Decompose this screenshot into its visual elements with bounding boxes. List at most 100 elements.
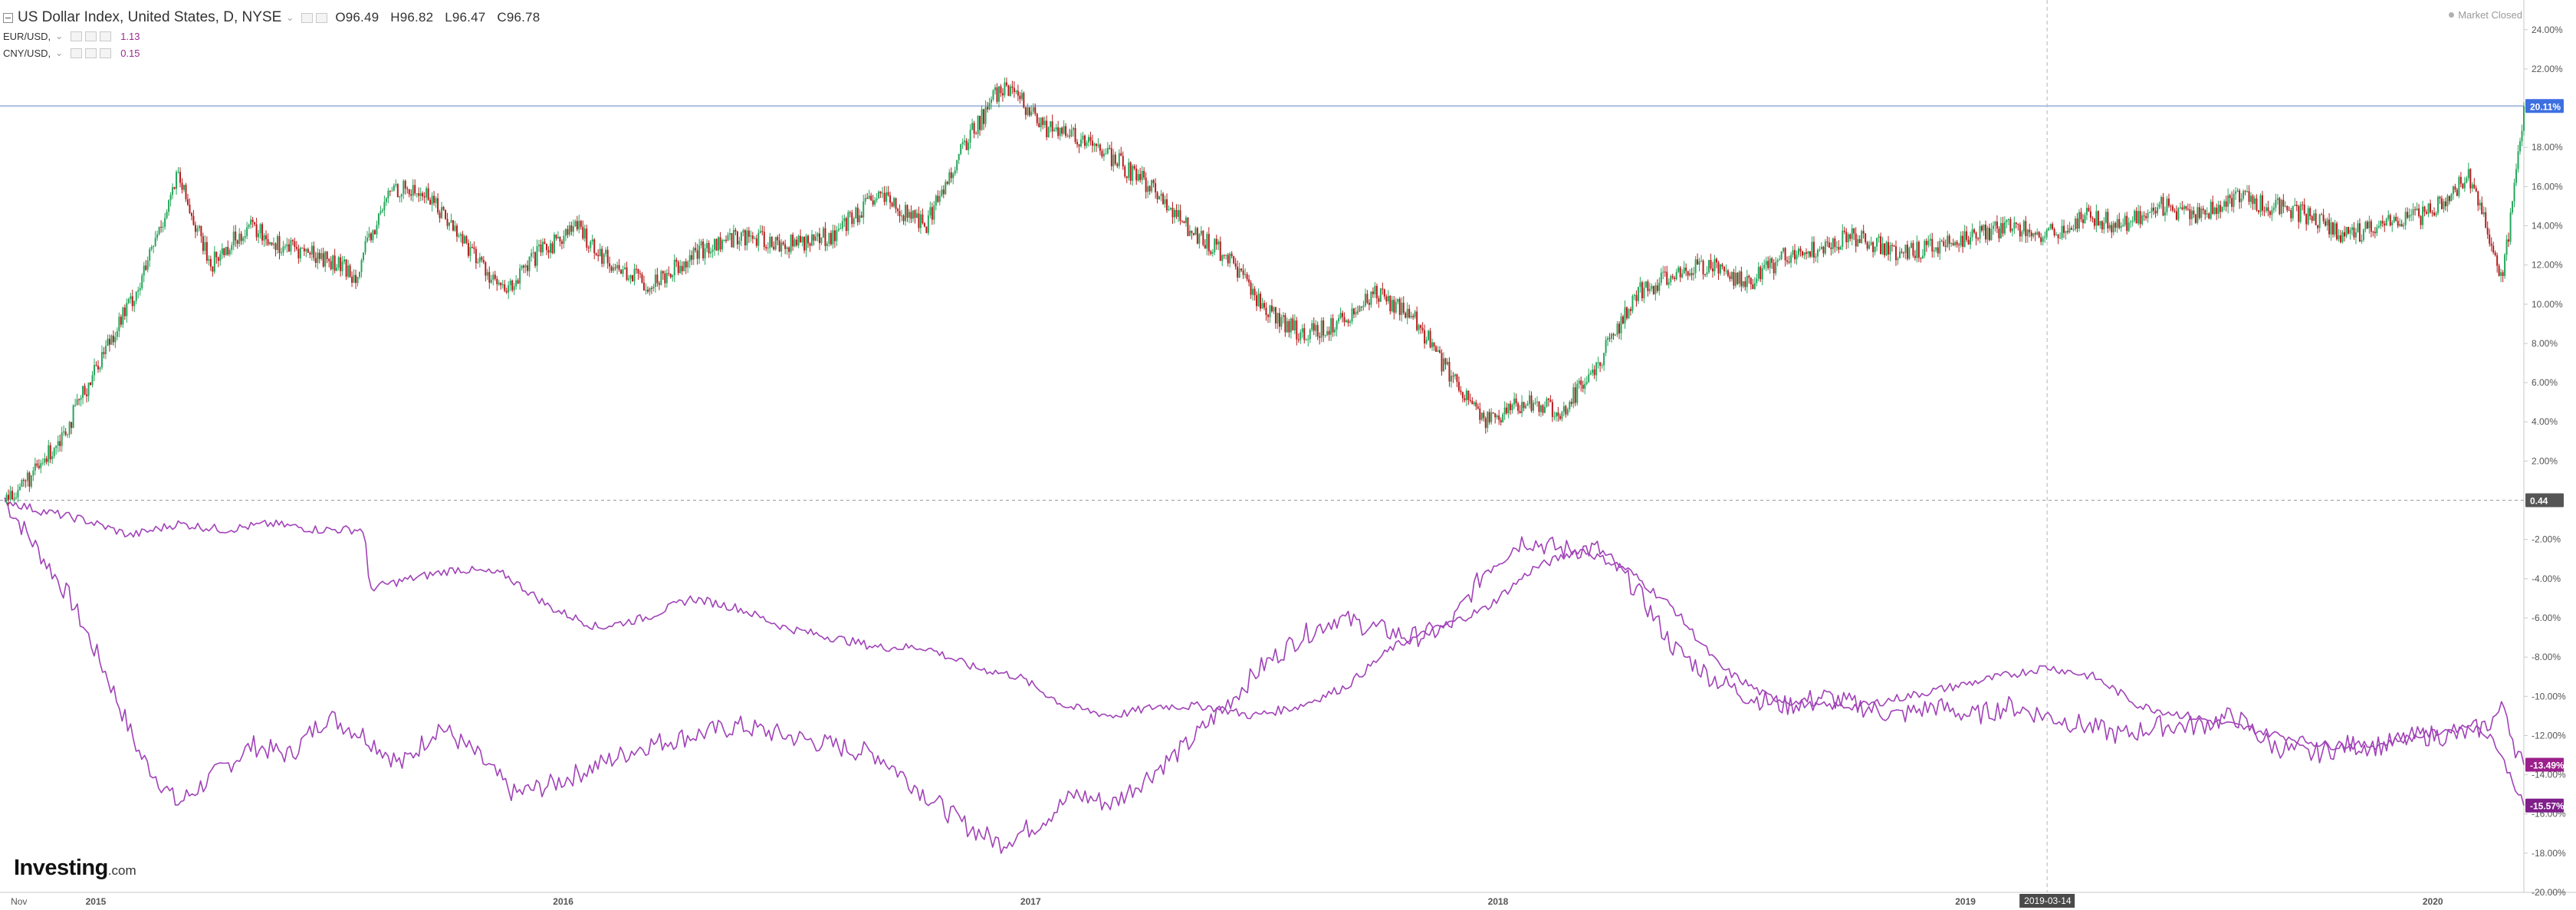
cnyusd-settings-icon[interactable] — [85, 48, 97, 58]
dxy-candle-body — [505, 291, 508, 293]
dxy-candle-body — [1370, 291, 1372, 305]
dxy-candle-body — [757, 232, 760, 246]
dxy-candle-body — [2112, 222, 2114, 233]
dxy-candle-body — [1093, 143, 1096, 146]
dxy-candle-body — [265, 235, 268, 240]
zero-badge-label: 0.44 — [2530, 496, 2548, 507]
dxy-candle-body — [2423, 206, 2426, 212]
dxy-candle-body — [2217, 205, 2220, 214]
dxy-candle-body — [1263, 303, 1265, 308]
dxy-candle-body — [1309, 330, 1311, 340]
dxy-candle-body — [376, 225, 378, 235]
settings-square-icon[interactable] — [316, 12, 328, 23]
dxy-candle-body — [2500, 272, 2502, 276]
dxy-candle-body — [1196, 228, 1198, 244]
dxy-candle-body — [1234, 263, 1237, 267]
dxy-candle-body — [1412, 316, 1414, 317]
dxy-candle-body — [1248, 279, 1250, 283]
dxy-candle-body — [2284, 205, 2286, 207]
dxy-candle-body — [1637, 287, 1639, 301]
dxy-candle-body — [826, 243, 828, 246]
dxy-candle-body — [814, 236, 816, 241]
dxy-candle-body — [2496, 255, 2499, 266]
y-tick-label: 18.00% — [2532, 142, 2563, 153]
dxy-candle-body — [1668, 282, 1670, 285]
dxy-candle-body — [2061, 225, 2063, 238]
eurusd-remove-icon[interactable] — [100, 31, 112, 41]
dxy-candle-body — [2189, 209, 2191, 219]
cnyusd-eye-icon[interactable] — [71, 48, 83, 58]
dxy-candle-body — [2299, 204, 2302, 222]
dxy-candle-body — [1425, 340, 1428, 344]
dxy-candle-body — [1986, 228, 1989, 240]
eurusd-eye-icon[interactable] — [71, 31, 83, 41]
dxy-candle-body — [878, 191, 880, 199]
dxy-candle-body — [2126, 215, 2128, 232]
cnyusd-menu-caret-icon[interactable]: ⌄ — [55, 48, 64, 58]
dxy-candle-body — [2381, 221, 2384, 224]
dxy-candle-body — [593, 239, 596, 254]
dxy-candle-body — [1620, 316, 1622, 333]
dxy-candle-body — [816, 233, 819, 237]
dxy-candle-body — [1656, 285, 1658, 291]
dxy-candle-body — [1461, 392, 1464, 399]
dxy-candle-body — [969, 130, 971, 143]
dxy-candle-body — [1691, 273, 1693, 275]
dxy-candle-body — [2170, 205, 2172, 207]
dxy-candle-body — [1265, 307, 1267, 315]
dxy-candle-body — [2044, 236, 2046, 238]
dxy-candle-body — [1931, 238, 1934, 252]
dxy-candle-body — [2080, 212, 2082, 220]
dxy-candle-body — [2519, 141, 2522, 152]
dxy-candle-body — [1830, 247, 1832, 249]
dxy-candle-body — [1237, 266, 1239, 278]
dxy-candle-body — [427, 188, 429, 200]
dxy-candle-body — [208, 258, 210, 261]
eye-toggle-icon[interactable] — [301, 12, 314, 23]
dxy-candle-body — [557, 237, 559, 239]
dxy-candle-body — [1040, 117, 1042, 127]
high-value: H96.82 — [390, 10, 434, 25]
dxy-candle-body — [824, 228, 826, 246]
collapse-legend-icon[interactable] — [3, 12, 13, 23]
cnyusd-remove-icon[interactable] — [100, 48, 112, 58]
dxy-candle-body — [236, 240, 238, 245]
dxy-candle-body — [1393, 300, 1395, 313]
dxy-candle-body — [1118, 153, 1120, 166]
dxy-candle-body — [2490, 243, 2492, 246]
dxy-candle-body — [1429, 330, 1431, 348]
dxy-candle-body — [711, 249, 714, 252]
dxy-candle-body — [687, 261, 689, 268]
eurusd-settings-icon[interactable] — [85, 31, 97, 41]
dxy-candle-body — [1588, 374, 1590, 383]
main-symbol-title[interactable]: US Dollar Index, United States, D, NYSE — [18, 9, 282, 25]
dxy-candle-body — [1960, 235, 1962, 246]
dxy-candle-body — [5, 494, 8, 501]
cnyusd-symbol[interactable]: CNY/USD, — [3, 47, 51, 59]
dxy-candle-body — [1979, 225, 1981, 239]
dxy-candle-body — [870, 195, 872, 201]
dxy-candle-body — [1320, 320, 1322, 338]
symbol-menu-caret-icon[interactable]: ⌄ — [286, 12, 294, 23]
dxy-candle-body — [396, 184, 399, 198]
dxy-candle-body — [1343, 317, 1346, 323]
dxy-candle-body — [1494, 413, 1497, 418]
dxy-candle-body — [1858, 239, 1861, 243]
dxy-candle-body — [1664, 271, 1666, 273]
eurusd-symbol[interactable]: EUR/USD, — [3, 30, 51, 42]
eurusd-menu-caret-icon[interactable]: ⌄ — [55, 31, 64, 41]
dxy-candle-body — [975, 133, 978, 135]
dxy-candle-body — [71, 422, 73, 429]
dxy-candle-body — [1158, 195, 1161, 199]
dxy-candle-body — [1742, 281, 1744, 287]
dxy-candle-body — [2477, 191, 2479, 206]
dxy-candle-body — [1364, 294, 1366, 306]
cnyusd-badge-bg — [2525, 798, 2564, 813]
dxy-candle-body — [1303, 328, 1306, 340]
dxy-candle-body — [1674, 278, 1676, 279]
dxy-candle-body — [2009, 218, 2012, 232]
dxy-candle-body — [1301, 328, 1303, 333]
dxy-candle-body — [1694, 259, 1697, 274]
dxy-candle-body — [1658, 282, 1661, 291]
